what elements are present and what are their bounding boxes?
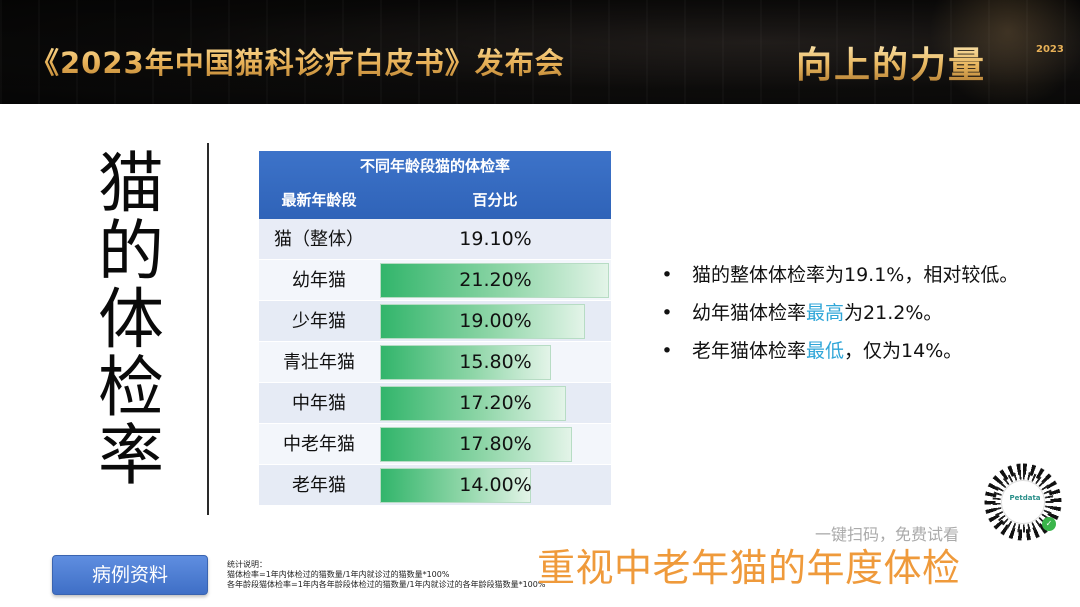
qr-center-logo: Petdata (1001, 480, 1045, 524)
vertical-title: 猫 的 体 检 率 (96, 150, 166, 490)
bullet-text: 为21.2%。 (844, 302, 943, 324)
bullet-text: 猫的整体体检率为19.1%，相对较低。 (692, 264, 1019, 286)
row-value: 15.80% (459, 351, 532, 373)
value-bar (380, 304, 586, 339)
row-label: 中老年猫 (283, 434, 355, 455)
case-material-button[interactable]: 病例资料 (52, 555, 208, 595)
bullet-dot-icon: • (661, 340, 673, 362)
mini-program-icon: ✓ (1042, 517, 1056, 531)
bullet-item: • 猫的整体体检率为19.1%，相对较低。 (660, 261, 1080, 299)
row-value: 17.20% (459, 392, 532, 414)
bullet-highlight: 最高 (806, 302, 845, 324)
event-year: 2023 (1036, 44, 1064, 55)
row-label: 中年猫 (292, 393, 346, 414)
value-bar (380, 427, 573, 462)
row-value: 17.80% (459, 433, 532, 455)
row-label: 青壮年猫 (283, 352, 355, 373)
table-row: 青壮年猫 15.80% (259, 342, 611, 383)
column-header-age: 最新年龄段 (281, 191, 357, 209)
value-bar (380, 345, 551, 380)
banner-glow (900, 0, 1080, 104)
statistics-notes: 统计说明： 猫体检率=1年内体检过的猫数量/1年内就诊过的猫数量*100% 各年… (227, 560, 647, 590)
vertical-title-char: 率 (98, 417, 164, 494)
bullet-text: 幼年猫体检率 (692, 302, 807, 324)
table-row: 幼年猫 21.20% (259, 260, 611, 301)
bullet-item: • 老年猫体检率最低，仅为14%。 (660, 337, 1080, 375)
table-header: 不同年龄段猫的体检率 最新年龄段 百分比 (259, 151, 611, 219)
bullet-text: ，仅为14%。 (844, 340, 963, 362)
header-banner: 《2023年中国猫科诊疗白皮书》发布会 向上的力量 2023 (0, 0, 1080, 104)
vertical-title-char: 猫 (98, 145, 164, 222)
value-bar (380, 468, 532, 503)
vertical-title-char: 的 (98, 213, 164, 290)
exam-rate-table: 不同年龄段猫的体检率 最新年龄段 百分比 猫（整体） 19.10% 幼年猫 21… (259, 151, 611, 517)
vertical-title-char: 体 (98, 281, 164, 358)
qr-brand: Petdata (1009, 494, 1041, 502)
row-label: 猫（整体） (274, 229, 364, 250)
row-value: 21.20% (459, 269, 532, 291)
summary-bullets: • 猫的整体体检率为19.1%，相对较低。 • 幼年猫体检率最高为21.2%。 … (660, 261, 1080, 375)
qr-code[interactable]: Petdata ✓ (978, 463, 1068, 545)
bullet-highlight: 最低 (806, 340, 845, 362)
table-row: 老年猫 14.00% (259, 465, 611, 506)
row-value: 14.00% (459, 474, 532, 496)
bullet-item: • 幼年猫体检率最高为21.2%。 (660, 299, 1080, 337)
notes-line: 猫体检率=1年内体检过的猫数量/1年内就诊过的猫数量*100% (227, 570, 450, 579)
row-label: 老年猫 (292, 475, 346, 496)
notes-line: 统计说明： (227, 560, 267, 569)
bullet-dot-icon: • (661, 302, 673, 324)
value-bar (380, 386, 566, 421)
row-value: 19.00% (459, 310, 532, 332)
table-row: 中年猫 17.20% (259, 383, 611, 424)
table-row: 少年猫 19.00% (259, 301, 611, 342)
event-slogan: 向上的力量 (796, 36, 986, 88)
vertical-divider (207, 143, 209, 515)
table-row: 中老年猫 17.80% (259, 424, 611, 465)
table-title: 不同年龄段猫的体检率 (359, 157, 510, 175)
qr-caption: 一键扫码，免费试看 (815, 525, 960, 544)
value-bar (380, 263, 609, 298)
emphasis-caption: 重视中老年猫的年度体检 (537, 546, 961, 590)
row-label: 少年猫 (292, 311, 346, 332)
vertical-title-char: 检 (98, 349, 164, 426)
table-row-overall: 猫（整体） 19.10% (259, 219, 611, 260)
page-title: 《2023年中国猫科诊疗白皮书》发布会 (30, 40, 565, 82)
bullet-text: 老年猫体检率 (692, 340, 807, 362)
row-value: 19.10% (459, 228, 532, 250)
notes-line: 各年龄段猫体检率=1年内各年龄段体检过的猫数量/1年内就诊过的各年龄段猫数量*1… (227, 580, 546, 589)
bullet-dot-icon: • (661, 264, 673, 286)
column-header-percent: 百分比 (472, 191, 518, 209)
row-label: 幼年猫 (292, 270, 346, 291)
